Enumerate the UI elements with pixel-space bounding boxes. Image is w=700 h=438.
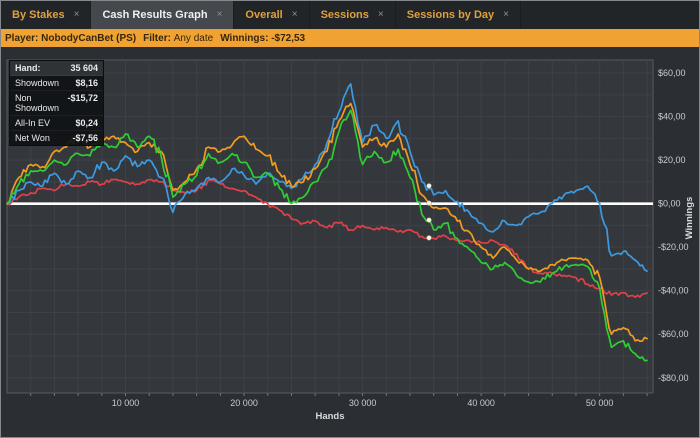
x-tick-label: 40 000 (467, 398, 495, 408)
x-tick-label: 20 000 (230, 398, 258, 408)
y-tick-label: $20,00 (658, 155, 686, 165)
hover-stats-row-net-won: Net Won -$7,56 (10, 131, 103, 145)
stat-label: Showdown (15, 78, 60, 88)
series-line-non-showdown (6, 178, 648, 299)
y-axis-title: Winnings (684, 197, 695, 240)
hover-stats-hand-row: Hand: 35 604 (10, 61, 103, 76)
tab-close-icon[interactable]: × (503, 9, 510, 20)
y-tick-label: -$60,00 (658, 329, 689, 339)
cursor-dot-non-showdown (426, 235, 432, 241)
y-tick-label: -$20,00 (658, 242, 689, 252)
filter-value: Any date (173, 33, 214, 44)
hover-stats-row-all-in-ev: All-In EV $0,24 (10, 116, 103, 131)
tab-label: By Stakes (12, 9, 65, 21)
y-tick-label: $40,00 (658, 112, 686, 122)
stat-label: Net Won (15, 133, 50, 143)
hover-stats-row-showdown: Showdown $8,16 (10, 76, 103, 91)
winnings-value: -$72,53 (271, 33, 306, 44)
player-label: Player: (5, 33, 42, 44)
tab-label: Cash Results Graph (102, 9, 208, 21)
tab-label: Sessions by Day (406, 9, 495, 21)
y-tick-label: $60,00 (658, 68, 686, 78)
tab-bar: By Stakes × Cash Results Graph × Overall × Ses… (1, 1, 699, 29)
winnings-line-chart[interactable]: 10 000 20 000 30 000 40 000 50 000 $60,00 $40,… (1, 47, 699, 438)
tab-sessions[interactable]: Sessions × (310, 1, 396, 29)
tab-close-icon[interactable]: × (73, 9, 80, 20)
tab-label: Sessions (320, 9, 369, 21)
series-line-all-in-ev (6, 102, 648, 343)
stat-value: $8,16 (75, 78, 98, 88)
player-value: NobodyCanBet (PS) (41, 33, 137, 44)
hand-value: 35 604 (70, 63, 98, 73)
filter-label: Filter: (143, 33, 174, 44)
stat-label: All-In EV (15, 118, 51, 128)
tab-close-icon[interactable]: × (291, 9, 298, 20)
tab-close-icon[interactable]: × (377, 9, 384, 20)
stat-value: -$7,56 (72, 133, 98, 143)
x-tick-label: 30 000 (349, 398, 377, 408)
filter-info-bar: Player: NobodyCanBet (PS) Filter: Any dat… (1, 29, 699, 47)
x-tick-label: 10 000 (112, 398, 140, 408)
tab-cash-results-graph[interactable]: Cash Results Graph × (91, 1, 235, 29)
tab-sessions-by-day[interactable]: Sessions by Day × (396, 1, 522, 29)
x-axis-title: Hands (315, 411, 344, 422)
hover-stats-row-non-showdown: Non Showdown -$15,72 (10, 91, 103, 116)
stat-value: -$15,72 (67, 93, 98, 103)
y-tick-label: -$80,00 (658, 373, 689, 383)
hover-stats-box: Hand: 35 604 Showdown $8,16 Non Showdown -$… (9, 60, 104, 146)
tab-close-icon[interactable]: × (216, 9, 223, 20)
winnings-label: Winnings: (220, 33, 272, 44)
stat-value: $0,24 (75, 118, 98, 128)
cursor-dot-all-in-ev (426, 200, 432, 206)
tab-overall[interactable]: Overall × (234, 1, 310, 29)
y-tick-label: $0,00 (658, 199, 681, 209)
stat-label: Non Showdown (15, 93, 60, 113)
series-line-net-won (6, 109, 648, 362)
y-tick-label: -$40,00 (658, 286, 689, 296)
tab-label: Overall (245, 9, 283, 21)
cursor-dot-net-won (426, 217, 432, 223)
cursor-dot-showdown (426, 183, 432, 189)
results-graph-panel: 10 000 20 000 30 000 40 000 50 000 $60,00 $40,… (1, 47, 699, 438)
tab-by-stakes[interactable]: By Stakes × (1, 1, 92, 29)
hand-label: Hand: (15, 63, 41, 73)
x-tick-label: 50 000 (586, 398, 614, 408)
series-line-showdown (6, 83, 648, 272)
